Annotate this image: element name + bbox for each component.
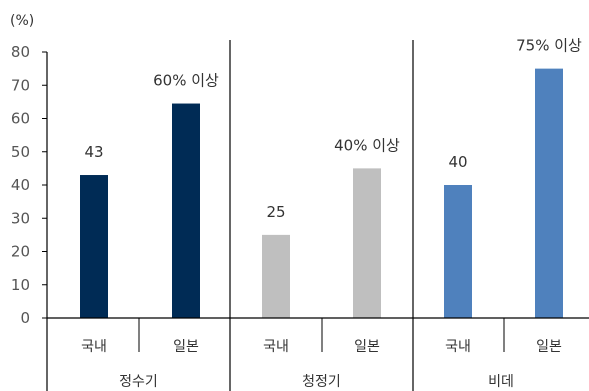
y-tick-label: 20 — [11, 243, 30, 261]
y-tick-label: 60 — [11, 110, 30, 128]
y-tick-label: 80 — [11, 43, 30, 61]
bar — [353, 168, 381, 318]
bars: 43 60% 이상 25 40% 이상 40 75% 이상 — [80, 37, 582, 318]
data-label: 25 — [266, 203, 285, 221]
category-label: 일본 — [173, 339, 199, 355]
data-label: 40% 이상 — [334, 136, 400, 154]
data-label: 43 — [84, 143, 103, 161]
y-tick-label: 30 — [11, 209, 30, 227]
group-label: 청정기 — [302, 374, 341, 390]
data-label: 40 — [448, 153, 467, 171]
y-tick-label: 70 — [11, 76, 30, 94]
group-label: 비데 — [488, 374, 514, 390]
category-label: 국내 — [81, 339, 107, 355]
category-label: 일본 — [536, 339, 562, 355]
bar — [262, 234, 290, 318]
y-tick-label: 40 — [11, 176, 30, 194]
y-unit-label: (%) — [10, 13, 34, 29]
bar — [535, 68, 563, 318]
y-axis: 0 10 20 30 40 50 60 70 80 — [11, 43, 48, 327]
bar — [172, 103, 200, 318]
category-label: 일본 — [354, 339, 380, 355]
group-label: 정수기 — [119, 374, 158, 390]
y-tick-label: 50 — [11, 143, 30, 161]
y-tick-label: 0 — [20, 309, 30, 327]
y-tick-label: 10 — [11, 276, 30, 294]
data-label: 60% 이상 — [153, 72, 219, 90]
bar — [444, 185, 472, 318]
bar — [80, 175, 108, 318]
category-label: 국내 — [445, 339, 471, 355]
data-label: 75% 이상 — [516, 37, 582, 55]
category-label: 국내 — [263, 339, 289, 355]
